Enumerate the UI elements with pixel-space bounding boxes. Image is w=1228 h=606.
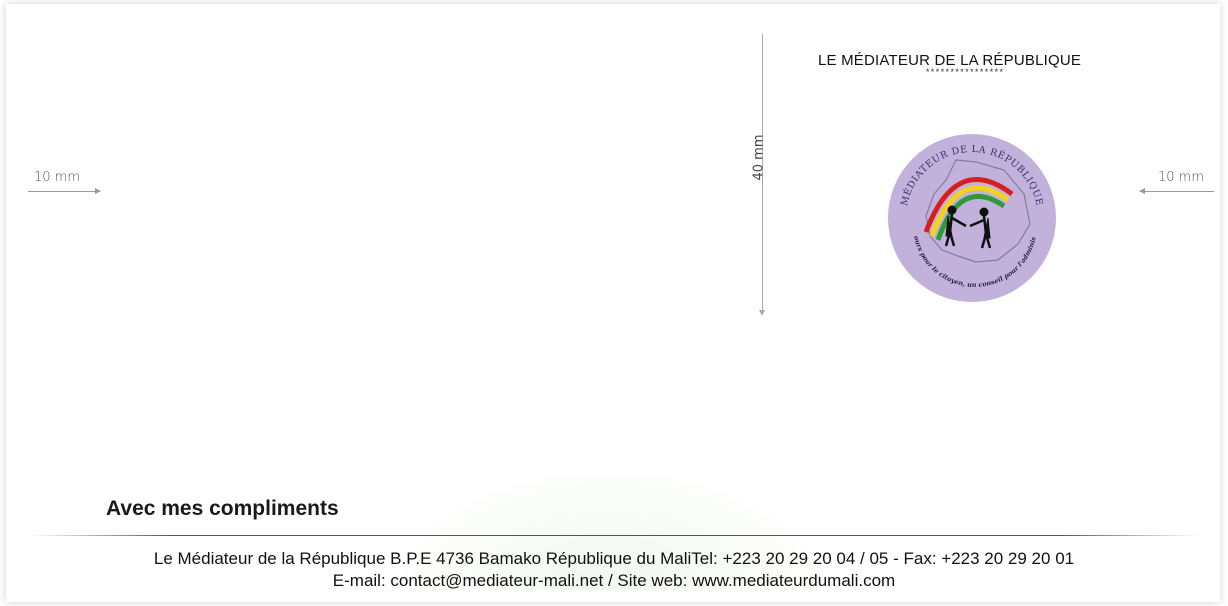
compliment-card (6, 4, 1220, 602)
right-margin-arrow (1139, 188, 1214, 194)
left-margin-dimension-label: 10 mm (34, 170, 81, 185)
header-stars-divider: **************** (925, 68, 1004, 78)
height-dimension-label: 40 mm (751, 134, 767, 181)
right-margin-dimension-label: 10 mm (1158, 170, 1205, 185)
height-dimension-line (759, 34, 765, 316)
footer-address-line: Le Médiateur de la République B.P.E 4736… (153, 549, 1075, 568)
rainbow-yellow (929, 185, 1010, 237)
handshake-figures (944, 205, 992, 249)
header-title: LE MÉDIATEUR DE LA RÉPUBLIQUE (818, 52, 1082, 69)
rainbow-red (923, 177, 1014, 233)
left-margin-arrow (28, 188, 101, 194)
compliments-text: Avec mes compliments (106, 497, 339, 520)
mediateur-seal-logo: MÉDIATEUR DE LA RÉPUBLIQUE Un recours po… (886, 132, 1056, 302)
map-outline (925, 159, 1031, 263)
footer-divider (30, 535, 1200, 536)
rainbow-green (935, 194, 1006, 241)
footer-contact-line: E-mail: contact@mediateur-mali.net / Sit… (332, 571, 896, 590)
seal-background (888, 134, 1056, 302)
